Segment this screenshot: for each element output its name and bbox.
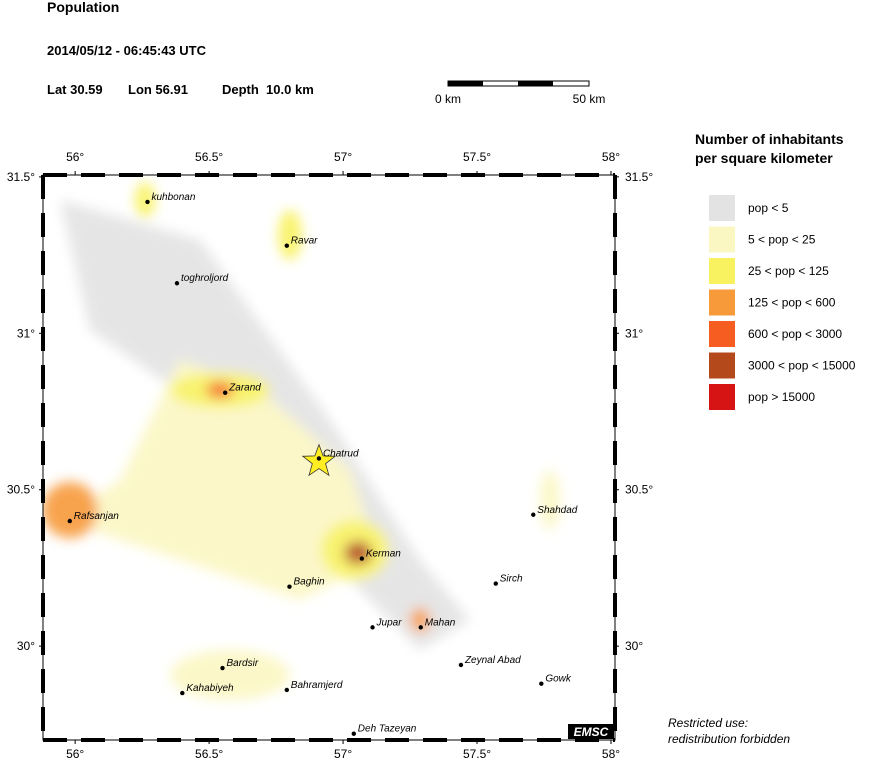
notice: redistribution forbidden <box>668 732 790 746</box>
scale-bar: 0 km 50 km <box>435 80 606 106</box>
depth: Depth 10.0 km <box>222 82 314 97</box>
city-marker <box>180 690 185 696</box>
x-tick-label: 57.5° <box>463 150 491 164</box>
x-tick-label: 57.5° <box>463 747 491 761</box>
city-marker <box>458 662 464 668</box>
city-marker <box>316 456 322 461</box>
x-tick-label: 56.5° <box>195 150 223 164</box>
legend-swatch <box>709 289 735 316</box>
legend-swatch <box>709 195 735 221</box>
city-label: Shahdad <box>537 505 577 516</box>
city-marker <box>220 665 225 671</box>
legend-swatch <box>709 384 735 410</box>
city-label: toghroljord <box>181 273 229 284</box>
city-marker <box>67 518 72 524</box>
legend-label: pop < 5 <box>748 201 789 215</box>
scale-start: 0 km <box>435 92 461 106</box>
legend: Number of inhabitants per square kilomet… <box>695 131 856 410</box>
city-marker <box>287 584 292 589</box>
x-tick-label: 57° <box>334 747 352 761</box>
legend-swatch <box>709 226 735 253</box>
city-marker <box>145 199 150 205</box>
city-label: Ravar <box>291 236 318 247</box>
badge: EMSC <box>574 725 609 739</box>
city-label: Chatrud <box>323 448 359 459</box>
map-frame <box>39 171 619 744</box>
legend-label: 25 < pop < 125 <box>748 264 829 278</box>
city-label: Zeynal Abad <box>464 655 521 666</box>
legend-label: 3000 < pop < 15000 <box>748 359 856 373</box>
lat: Lat 30.59 <box>47 82 103 97</box>
map-area: kuhbonan Ravar toghroljord Zarand Chatrud Raf… <box>43 175 615 740</box>
city-marker <box>222 390 228 395</box>
city-marker <box>370 625 375 630</box>
x-tick-label: 56° <box>66 150 84 164</box>
y-tick-label: 30° <box>17 639 35 653</box>
y-tick-label: 31.5° <box>7 170 35 184</box>
legend-label: 600 < pop < 3000 <box>748 327 842 341</box>
y-tick-label: 31° <box>625 326 643 340</box>
legend-title: per square kilometer <box>695 150 833 166</box>
city-marker <box>539 681 544 686</box>
legend-label: 5 < pop < 25 <box>748 233 816 247</box>
y-tick-label: 31.5° <box>625 170 653 184</box>
city-label: Baghin <box>293 577 325 588</box>
datetime: 2014/05/12 - 06:45:43 UTC <box>47 43 207 58</box>
x-tick-label: 57° <box>334 150 352 164</box>
city-marker <box>174 281 180 286</box>
scale-end: 50 km <box>573 92 606 106</box>
x-tick-label: 58° <box>602 150 620 164</box>
y-tick-label: 30.5° <box>625 483 653 497</box>
legend-label: pop > 15000 <box>748 390 815 404</box>
city-marker <box>351 731 356 736</box>
lon: Lon 56.91 <box>128 82 188 97</box>
x-tick-label: 58° <box>602 747 620 761</box>
city-marker <box>284 243 290 248</box>
legend-swatch <box>709 258 735 284</box>
x-tick-label: 56° <box>66 747 84 761</box>
y-tick-label: 30° <box>625 639 643 653</box>
legend-title: Number of inhabitants <box>695 131 844 147</box>
legend-label: 125 < pop < 600 <box>748 296 836 310</box>
city-marker <box>418 625 423 630</box>
city-label: Rafsanjan <box>74 511 119 522</box>
x-tick-label: 56.5° <box>195 747 223 761</box>
y-tick-label: 30.5° <box>7 483 35 497</box>
legend-swatch <box>709 321 735 347</box>
city-label: Kahabiyeh <box>186 683 234 694</box>
city-label: kuhbonan <box>151 192 195 203</box>
city-label: Mahan <box>425 617 456 628</box>
badge-bg <box>568 724 614 739</box>
city-marker <box>493 581 498 586</box>
legend-swatch <box>709 352 735 379</box>
city-label: Deh Tazeyan <box>358 724 417 735</box>
y-tick-label: 31° <box>17 326 35 340</box>
city-label: Gowk <box>545 674 572 685</box>
city-label: Bahramjerd <box>291 680 343 691</box>
city-label: Kerman <box>366 549 401 560</box>
city-label: Bardsir <box>227 658 259 669</box>
title: Population <box>47 0 119 15</box>
city-marker <box>531 512 536 517</box>
notice: Restricted use: <box>668 716 748 730</box>
city-label: Jupar <box>376 617 403 628</box>
city-label: Sirch <box>500 574 523 585</box>
population-shading <box>43 182 560 700</box>
city-label: Zarand <box>228 383 261 394</box>
city-marker <box>359 556 365 561</box>
city-marker <box>284 687 290 693</box>
